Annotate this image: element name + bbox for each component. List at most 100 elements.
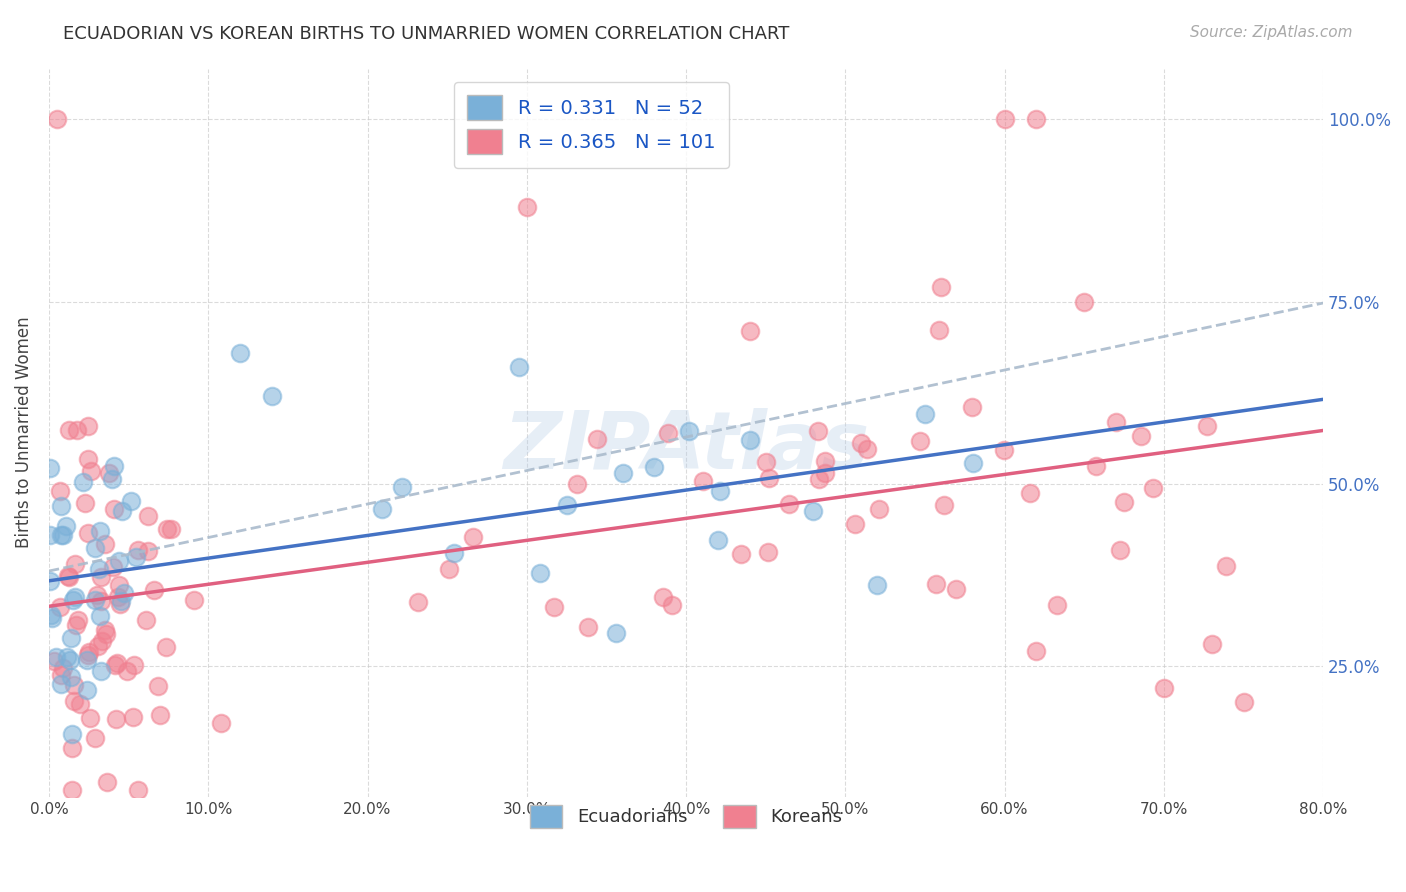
Point — [156, 522, 179, 536]
Point — [1019, 486, 1042, 500]
Point — [925, 577, 948, 591]
Point — [122, 710, 145, 724]
Point — [371, 502, 394, 516]
Legend: Ecuadorians, Koreans: Ecuadorians, Koreans — [523, 797, 849, 835]
Point — [962, 456, 984, 470]
Point — [52, 528, 75, 542]
Point — [1105, 415, 1128, 429]
Point — [76, 653, 98, 667]
Point — [62, 592, 84, 607]
Point — [60, 670, 83, 684]
Point — [77, 526, 100, 541]
Point — [391, 480, 413, 494]
Point — [73, 496, 96, 510]
Point — [45, 112, 67, 127]
Point — [127, 782, 149, 797]
Point — [612, 466, 634, 480]
Point — [1108, 543, 1130, 558]
Point — [692, 474, 714, 488]
Point — [77, 648, 100, 663]
Point — [90, 593, 112, 607]
Point — [77, 452, 100, 467]
Point — [107, 554, 129, 568]
Point — [103, 502, 125, 516]
Point — [136, 509, 159, 524]
Point — [63, 557, 86, 571]
Point — [98, 466, 121, 480]
Point — [96, 775, 118, 789]
Point — [89, 524, 111, 538]
Point — [136, 544, 159, 558]
Point — [516, 200, 538, 214]
Point — [738, 433, 761, 447]
Point — [51, 667, 73, 681]
Point — [105, 712, 128, 726]
Point — [1215, 559, 1237, 574]
Point — [127, 543, 149, 558]
Point — [49, 677, 72, 691]
Point — [58, 570, 80, 584]
Point — [960, 401, 983, 415]
Point — [94, 626, 117, 640]
Point — [807, 472, 830, 486]
Point — [814, 454, 837, 468]
Point — [77, 645, 100, 659]
Point — [121, 493, 143, 508]
Point — [111, 503, 134, 517]
Point — [1025, 112, 1047, 127]
Point — [104, 657, 127, 672]
Point — [80, 464, 103, 478]
Text: ECUADORIAN VS KOREAN BIRTHS TO UNMARRIED WOMEN CORRELATION CHART: ECUADORIAN VS KOREAN BIRTHS TO UNMARRIED… — [63, 25, 790, 43]
Point — [1201, 637, 1223, 651]
Point — [83, 731, 105, 746]
Point — [125, 549, 148, 564]
Point — [115, 664, 138, 678]
Point — [928, 323, 950, 337]
Point — [643, 460, 665, 475]
Point — [994, 112, 1017, 127]
Point — [652, 590, 675, 604]
Point — [1153, 681, 1175, 695]
Point — [565, 477, 588, 491]
Point — [149, 708, 172, 723]
Point — [155, 640, 177, 654]
Point — [1046, 598, 1069, 612]
Point — [993, 442, 1015, 457]
Point — [62, 694, 84, 708]
Point — [89, 608, 111, 623]
Point — [41, 611, 63, 625]
Point — [756, 545, 779, 559]
Point — [103, 459, 125, 474]
Point — [932, 499, 955, 513]
Point — [914, 407, 936, 421]
Point — [707, 533, 730, 547]
Point — [576, 620, 599, 634]
Point — [856, 442, 879, 456]
Point — [1142, 481, 1164, 495]
Point — [79, 711, 101, 725]
Point — [76, 683, 98, 698]
Point — [90, 664, 112, 678]
Point — [1232, 695, 1254, 709]
Point — [66, 423, 89, 437]
Point — [709, 483, 731, 498]
Point — [107, 590, 129, 604]
Point — [508, 360, 530, 375]
Point — [229, 345, 252, 359]
Point — [945, 582, 967, 596]
Text: ZIPAtlas: ZIPAtlas — [503, 409, 869, 486]
Point — [209, 715, 232, 730]
Point — [39, 574, 62, 588]
Point — [91, 634, 114, 648]
Point — [108, 597, 131, 611]
Point — [60, 741, 83, 756]
Point — [87, 639, 110, 653]
Point — [678, 425, 700, 439]
Point — [758, 471, 780, 485]
Point — [260, 389, 283, 403]
Point — [814, 466, 837, 480]
Point — [90, 570, 112, 584]
Point — [543, 600, 565, 615]
Point — [39, 527, 62, 541]
Point — [461, 530, 484, 544]
